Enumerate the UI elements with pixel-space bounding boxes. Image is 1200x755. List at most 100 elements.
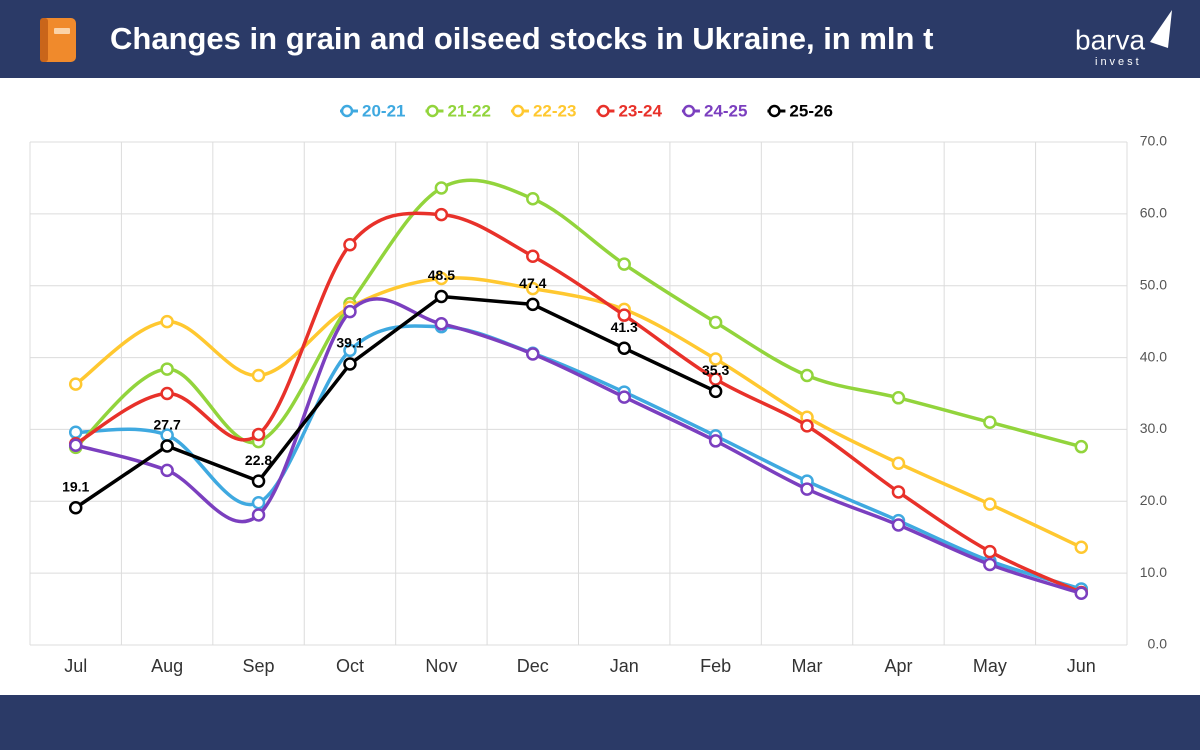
point-marker (434, 317, 449, 331)
point-marker (251, 495, 266, 510)
point-marker (526, 297, 540, 312)
x-tick-label: Dec (517, 656, 549, 676)
legend-marker (682, 104, 696, 118)
y-tick-label: 40.0 (1140, 348, 1167, 364)
data-label: 19.1 (62, 478, 89, 494)
point-marker (891, 518, 906, 532)
x-tick-label: Jul (64, 656, 87, 676)
point-marker (617, 257, 631, 271)
point-marker (343, 343, 357, 358)
point-marker (708, 434, 723, 448)
x-tick-label: Oct (336, 656, 364, 676)
point-marker (343, 238, 357, 252)
point-marker (434, 271, 449, 286)
point-marker (434, 181, 449, 195)
point-marker (160, 314, 174, 329)
point-marker (343, 304, 357, 319)
point-marker (800, 368, 814, 383)
y-tick-label: 60.0 (1140, 205, 1167, 221)
y-tick-label: 50.0 (1140, 276, 1167, 292)
chart-title: Changes in grain and oilseed stocks in U… (110, 21, 933, 56)
legend-marker (426, 104, 439, 118)
point-marker (1074, 439, 1089, 454)
point-marker (160, 463, 174, 478)
header-band (0, 0, 1200, 78)
point-marker (983, 415, 997, 429)
legend-label: 25-26 (789, 101, 832, 120)
point-marker (1074, 540, 1089, 555)
point-marker (434, 207, 449, 222)
series-line (74, 276, 1083, 549)
legend-label: 20-21 (362, 101, 405, 120)
data-label: 35.3 (702, 362, 729, 378)
y-tick-label: 70.0 (1140, 133, 1167, 149)
point-marker (343, 357, 357, 371)
point-marker (708, 315, 723, 330)
point-marker (434, 289, 449, 304)
data-label: 48.5 (428, 267, 455, 283)
point-marker (617, 341, 631, 355)
point-marker (526, 249, 540, 264)
logo-sub: invest (1095, 56, 1142, 68)
x-tick-label: Mar (792, 656, 823, 676)
point-marker (160, 362, 174, 376)
point-marker (800, 482, 814, 496)
point-marker (891, 485, 906, 499)
point-marker (251, 368, 266, 383)
point-marker (68, 425, 83, 440)
point-marker (251, 474, 266, 488)
point-marker (983, 544, 997, 559)
point-marker (526, 347, 540, 361)
point-marker (1074, 586, 1089, 601)
data-label: 47.4 (519, 275, 546, 291)
data-label: 22.8 (245, 452, 272, 468)
point-marker (891, 391, 906, 405)
legend-marker (340, 104, 354, 118)
point-marker (160, 439, 174, 453)
x-tick-label: Aug (151, 656, 183, 676)
legend-label: 21-22 (447, 101, 490, 120)
x-tick-label: Apr (884, 656, 912, 676)
legend-label: 24-25 (704, 101, 747, 120)
data-label: 41.3 (611, 319, 638, 335)
data-label: 39.1 (336, 335, 363, 351)
logo: barva (1075, 24, 1145, 55)
point-marker (68, 377, 83, 391)
legend-marker (597, 104, 610, 118)
y-tick-label: 0.0 (1148, 636, 1168, 652)
data-label: 27.7 (154, 417, 181, 433)
x-tick-label: Sep (243, 656, 275, 676)
point-marker (68, 501, 83, 515)
x-tick-label: Jan (610, 656, 639, 676)
point-marker (708, 384, 723, 399)
legend-marker (768, 104, 781, 118)
point-marker (68, 438, 83, 452)
point-marker (891, 456, 906, 470)
y-tick-label: 20.0 (1140, 492, 1167, 508)
point-marker (526, 192, 540, 206)
point-marker (251, 508, 266, 522)
point-marker (251, 427, 266, 442)
y-tick-label: 10.0 (1140, 564, 1167, 580)
legend-marker (511, 104, 525, 118)
x-tick-label: May (973, 656, 1007, 676)
x-tick-label: Feb (700, 656, 731, 676)
legend-label: 22-23 (533, 101, 576, 120)
point-marker (160, 386, 174, 401)
point-marker (708, 352, 723, 366)
point-marker (617, 308, 631, 322)
point-marker (617, 390, 631, 404)
point-marker (983, 557, 997, 572)
point-marker (526, 281, 540, 296)
y-tick-label: 30.0 (1140, 420, 1167, 436)
footer-band (0, 695, 1200, 750)
point-marker (800, 419, 814, 433)
legend-label: 23-24 (618, 101, 662, 120)
book-icon (40, 18, 76, 62)
logo-sail (1150, 10, 1172, 48)
point-marker (983, 497, 997, 511)
x-tick-label: Jun (1067, 656, 1096, 676)
x-tick-label: Nov (425, 656, 457, 676)
